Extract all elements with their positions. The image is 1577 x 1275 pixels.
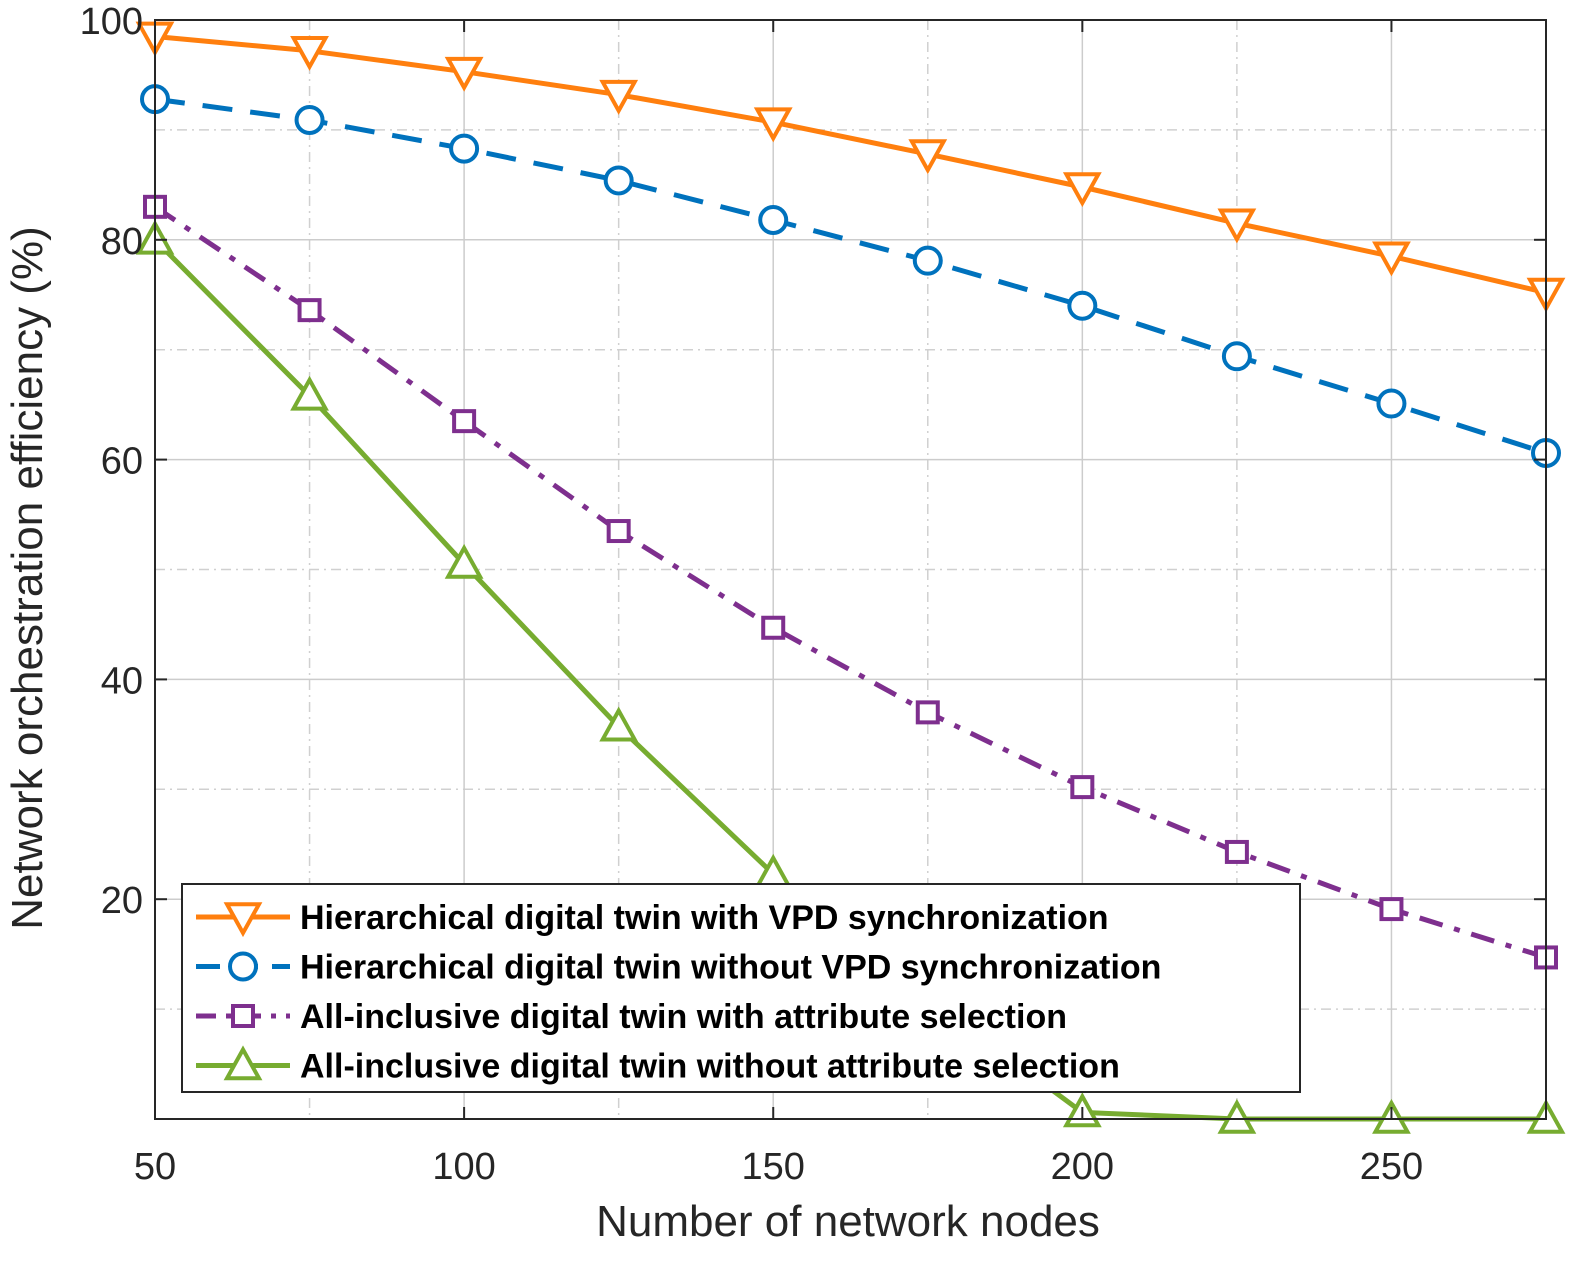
legend-item: All-inclusive digital twin without attri… xyxy=(196,1045,1120,1086)
legend-items: Hierarchical digital twin with VPD synch… xyxy=(196,899,1161,1086)
series-line xyxy=(153,204,1547,960)
y-tick-label: 40 xyxy=(101,660,143,702)
legend-label: Hierarchical digital twin without VPD sy… xyxy=(300,949,1161,987)
tick-labels: 50 100 150 200 250 20 40 60 80 100 xyxy=(80,1,1424,1188)
data-point xyxy=(908,139,948,175)
legend-box xyxy=(181,883,1301,1093)
x-tick-label: 200 xyxy=(1051,1146,1114,1188)
series-1 xyxy=(135,21,1566,313)
data-point xyxy=(452,409,477,434)
axes xyxy=(154,19,1547,1120)
legend: Hierarchical digital twin with VPD synch… xyxy=(181,883,1301,1093)
data-point xyxy=(1224,839,1249,864)
data-point xyxy=(599,706,639,742)
data-point xyxy=(1376,388,1407,419)
data-point xyxy=(1217,208,1257,244)
data-point xyxy=(599,79,639,115)
legend-marker xyxy=(223,1045,263,1081)
y-tick-label: 60 xyxy=(101,441,143,483)
x-tick-label: 250 xyxy=(1360,1146,1423,1188)
legend-item: All-inclusive digital twin with attribut… xyxy=(196,998,1067,1036)
y-axis-title: Network orchestration efficiency (%) xyxy=(3,226,52,929)
legend-marker xyxy=(223,902,263,938)
data-point xyxy=(290,35,329,71)
y-tick-label: 100 xyxy=(80,1,143,43)
x-tick-label: 100 xyxy=(432,1146,495,1188)
data-point xyxy=(753,107,793,143)
x-tick-label: 150 xyxy=(742,1146,805,1188)
series-line xyxy=(154,34,1547,296)
data-point xyxy=(294,105,325,136)
data-point xyxy=(1379,897,1404,922)
y-tick-label: 20 xyxy=(101,880,143,922)
data-point xyxy=(444,543,484,579)
data-point xyxy=(1070,775,1095,800)
series-2 xyxy=(140,84,1561,469)
data-point xyxy=(297,298,322,323)
x-axis-title: Number of network nodes xyxy=(596,1197,1100,1246)
plot-frame xyxy=(154,19,1547,1120)
data-point xyxy=(603,165,634,196)
data-point xyxy=(444,56,484,92)
legend-item: Hierarchical digital twin without VPD sy… xyxy=(196,949,1161,987)
legend-label: All-inclusive digital twin with attribut… xyxy=(300,998,1067,1036)
data-point xyxy=(1067,290,1098,321)
data-point xyxy=(1062,172,1102,208)
data-point xyxy=(606,519,631,544)
data-point xyxy=(1221,341,1252,372)
data-point xyxy=(915,700,940,725)
data-point xyxy=(1372,241,1411,277)
data-point xyxy=(912,245,943,276)
legend-marker xyxy=(231,1004,255,1028)
legend-label: Hierarchical digital twin with VPD synch… xyxy=(300,899,1109,937)
legend-item: Hierarchical digital twin with VPD synch… xyxy=(196,899,1109,938)
legend-marker xyxy=(228,951,258,982)
data-point xyxy=(290,375,329,411)
legend-label: All-inclusive digital twin without attri… xyxy=(300,1048,1120,1086)
data-point xyxy=(761,615,786,640)
y-tick-label: 80 xyxy=(101,221,143,263)
data-point xyxy=(758,205,789,236)
data-point xyxy=(1217,1098,1257,1134)
series-3 xyxy=(143,194,1558,970)
series-line xyxy=(154,96,1547,456)
x-tick-label: 50 xyxy=(134,1146,176,1188)
data-point xyxy=(449,133,480,164)
